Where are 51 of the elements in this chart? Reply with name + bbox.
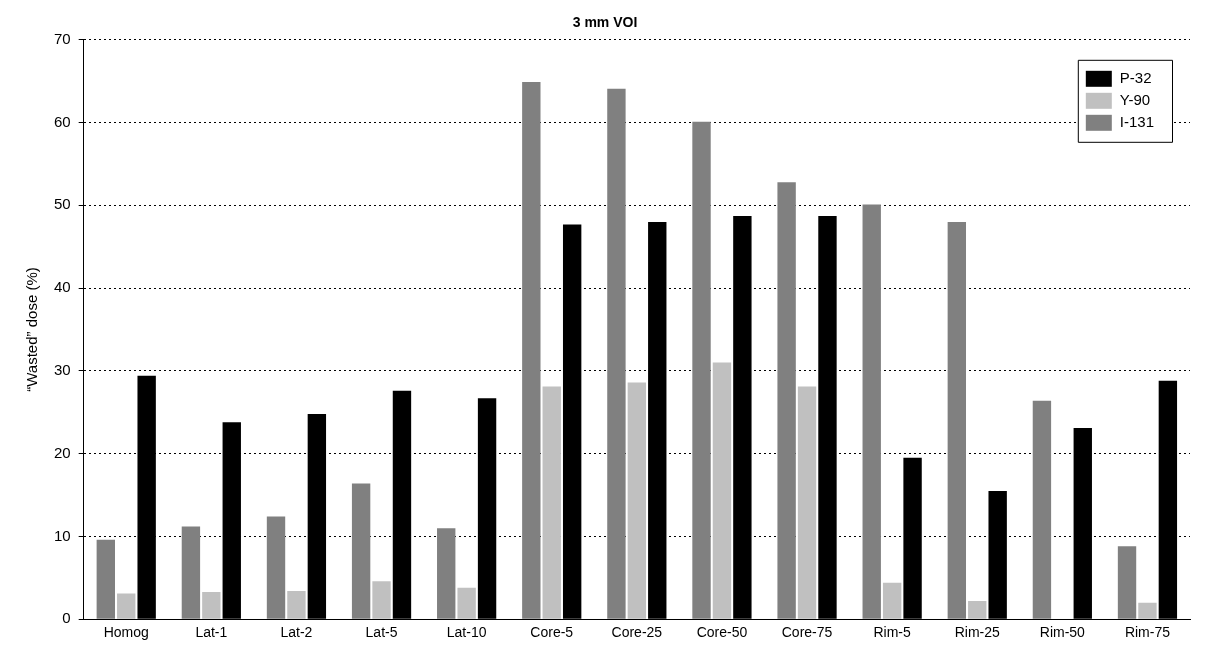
x-tick-label: Rim-25 (954, 624, 1001, 641)
bar (437, 528, 456, 619)
x-tick-label: Rim-5 (873, 624, 912, 641)
y-tick-label: 30 (54, 361, 71, 379)
bar (882, 582, 902, 619)
chart-title: 3 mm VOI (572, 14, 638, 31)
bar (96, 539, 115, 619)
bar (351, 483, 371, 619)
x-tick-label: Core-5 (530, 624, 574, 641)
bar (1117, 546, 1137, 619)
bar (522, 82, 541, 619)
bar (607, 88, 626, 619)
bar (542, 386, 561, 619)
x-tick-label: Rim-75 (1124, 624, 1171, 641)
y-tick-label: 0 (62, 609, 71, 627)
bar (266, 516, 286, 619)
bar (968, 600, 987, 619)
y-tick-label: 40 (54, 278, 71, 296)
legend-label: I-131 (1119, 112, 1155, 130)
bar (712, 362, 732, 619)
y-axis-title: “Wasted” dose (%) (23, 267, 41, 392)
x-tick-label: Lat-5 (365, 624, 398, 641)
y-tick-label: 10 (54, 526, 71, 544)
y-tick-label: 60 (54, 112, 71, 130)
bar (947, 221, 967, 619)
bar (457, 587, 476, 619)
x-tick-label: Homog (103, 624, 149, 641)
x-tick-label: Core-50 (696, 624, 748, 641)
bar (797, 386, 817, 619)
x-tick-label: Lat-2 (280, 624, 313, 641)
legend-label: Y-90 (1119, 90, 1151, 108)
x-tick-label: Lat-10 (446, 624, 487, 641)
bar (372, 581, 391, 619)
x-tick-label: Core-25 (611, 624, 663, 641)
bar (862, 204, 881, 619)
bar (181, 526, 201, 619)
legend-label: P-32 (1119, 68, 1152, 86)
x-tick-label: Lat-1 (195, 624, 228, 641)
bar (287, 591, 306, 619)
y-tick-label: 20 (54, 443, 71, 461)
y-tick-label: 50 (54, 195, 71, 213)
bar (1138, 602, 1157, 619)
y-tick-label: 70 (54, 29, 71, 47)
bar (202, 591, 221, 619)
bar (627, 382, 647, 619)
x-tick-label: Core-75 (781, 624, 833, 641)
x-tick-label: Rim-50 (1039, 624, 1086, 641)
bar (117, 593, 136, 619)
bar (692, 121, 711, 619)
bar (1032, 400, 1052, 619)
bar (777, 182, 796, 619)
